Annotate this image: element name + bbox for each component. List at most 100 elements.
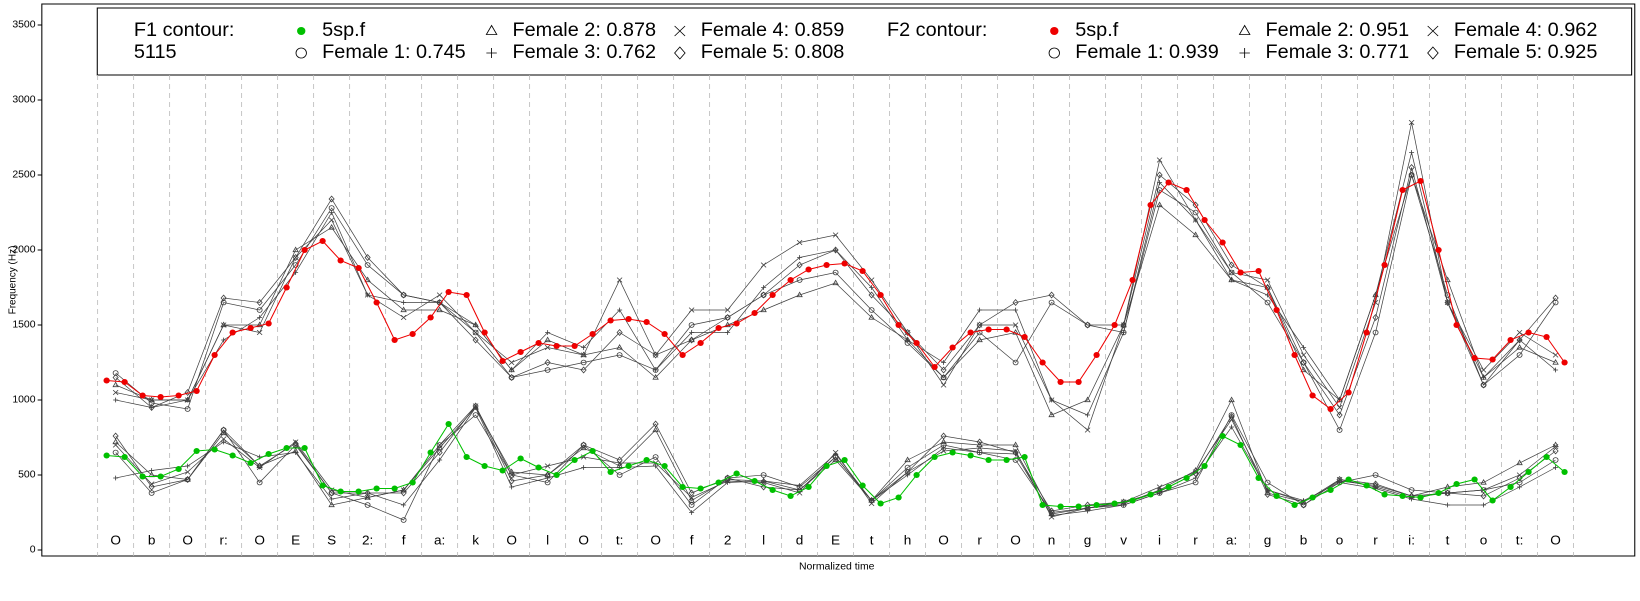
marker xyxy=(787,493,794,499)
marker xyxy=(796,261,803,269)
marker xyxy=(185,463,191,469)
marker xyxy=(544,367,551,373)
marker xyxy=(1050,27,1059,35)
marker xyxy=(1300,358,1307,367)
marker xyxy=(1517,484,1523,490)
marker xyxy=(175,466,182,472)
marker xyxy=(1525,329,1532,336)
speaker-series xyxy=(112,163,1559,419)
marker xyxy=(436,292,443,298)
marker xyxy=(725,330,731,335)
plot-frame xyxy=(41,3,1636,557)
marker xyxy=(400,489,407,497)
marker xyxy=(319,482,326,489)
marker xyxy=(1381,491,1388,498)
marker xyxy=(976,445,983,451)
marker xyxy=(112,438,119,445)
marker xyxy=(940,448,947,454)
marker xyxy=(940,374,947,380)
marker xyxy=(508,359,515,366)
marker xyxy=(499,358,506,364)
legend-label: Female 1: 0.745 xyxy=(322,41,466,63)
marker xyxy=(427,449,434,456)
marker xyxy=(733,470,740,477)
marker xyxy=(193,388,200,394)
marker xyxy=(751,310,758,316)
marker xyxy=(904,468,911,476)
marker xyxy=(1552,443,1559,450)
marker xyxy=(1273,307,1280,313)
marker xyxy=(400,486,407,493)
marker xyxy=(148,490,155,496)
marker xyxy=(1300,366,1307,373)
marker xyxy=(1120,498,1127,506)
marker xyxy=(949,449,956,456)
marker xyxy=(1021,334,1028,340)
marker xyxy=(1057,379,1064,385)
marker xyxy=(1201,463,1208,469)
marker xyxy=(535,340,542,346)
marker xyxy=(715,325,722,331)
marker xyxy=(1057,503,1064,510)
marker xyxy=(220,294,227,302)
marker xyxy=(904,464,911,471)
marker xyxy=(364,276,371,283)
marker xyxy=(211,352,218,358)
marker xyxy=(148,403,155,412)
marker xyxy=(688,307,695,313)
segment-label: o xyxy=(1480,533,1488,548)
marker xyxy=(149,468,155,473)
speaker-series xyxy=(113,150,1559,418)
marker xyxy=(832,269,839,276)
marker xyxy=(689,330,695,335)
marker xyxy=(184,475,191,484)
marker xyxy=(1445,502,1451,508)
marker xyxy=(1553,465,1559,470)
marker xyxy=(580,366,587,374)
marker xyxy=(941,360,947,365)
marker xyxy=(841,260,848,267)
marker xyxy=(445,421,452,427)
marker xyxy=(859,268,866,274)
marker xyxy=(1372,313,1379,322)
marker xyxy=(508,477,515,485)
marker xyxy=(391,485,398,492)
marker xyxy=(544,344,551,351)
marker xyxy=(805,484,812,490)
marker xyxy=(841,457,848,463)
marker xyxy=(796,291,803,298)
marker xyxy=(688,489,695,497)
marker xyxy=(1444,276,1451,283)
marker xyxy=(1012,448,1019,457)
marker xyxy=(1201,217,1208,223)
marker xyxy=(1417,494,1424,501)
line xyxy=(106,422,1565,507)
marker xyxy=(1165,484,1172,490)
marker xyxy=(769,487,776,493)
marker xyxy=(949,344,956,351)
marker xyxy=(581,345,587,350)
marker xyxy=(292,262,299,268)
marker xyxy=(661,331,668,337)
marker xyxy=(1345,389,1352,396)
marker xyxy=(761,285,767,290)
marker xyxy=(1489,356,1496,363)
marker xyxy=(1480,479,1487,485)
marker xyxy=(1192,231,1199,238)
marker xyxy=(103,452,110,459)
marker xyxy=(373,485,380,492)
marker xyxy=(1048,291,1055,299)
marker xyxy=(400,517,407,523)
marker xyxy=(1003,457,1010,463)
y-axis-label: Frequency (Hz) xyxy=(7,246,18,315)
marker xyxy=(1480,492,1487,500)
marker xyxy=(589,448,596,454)
y-tick-label: 1000 xyxy=(12,395,36,406)
marker xyxy=(1561,359,1568,366)
marker xyxy=(688,502,695,508)
marker xyxy=(688,497,695,503)
marker xyxy=(256,329,263,336)
marker xyxy=(364,502,371,508)
legend-label: Female 1: 0.939 xyxy=(1075,41,1219,63)
marker xyxy=(1553,367,1559,373)
